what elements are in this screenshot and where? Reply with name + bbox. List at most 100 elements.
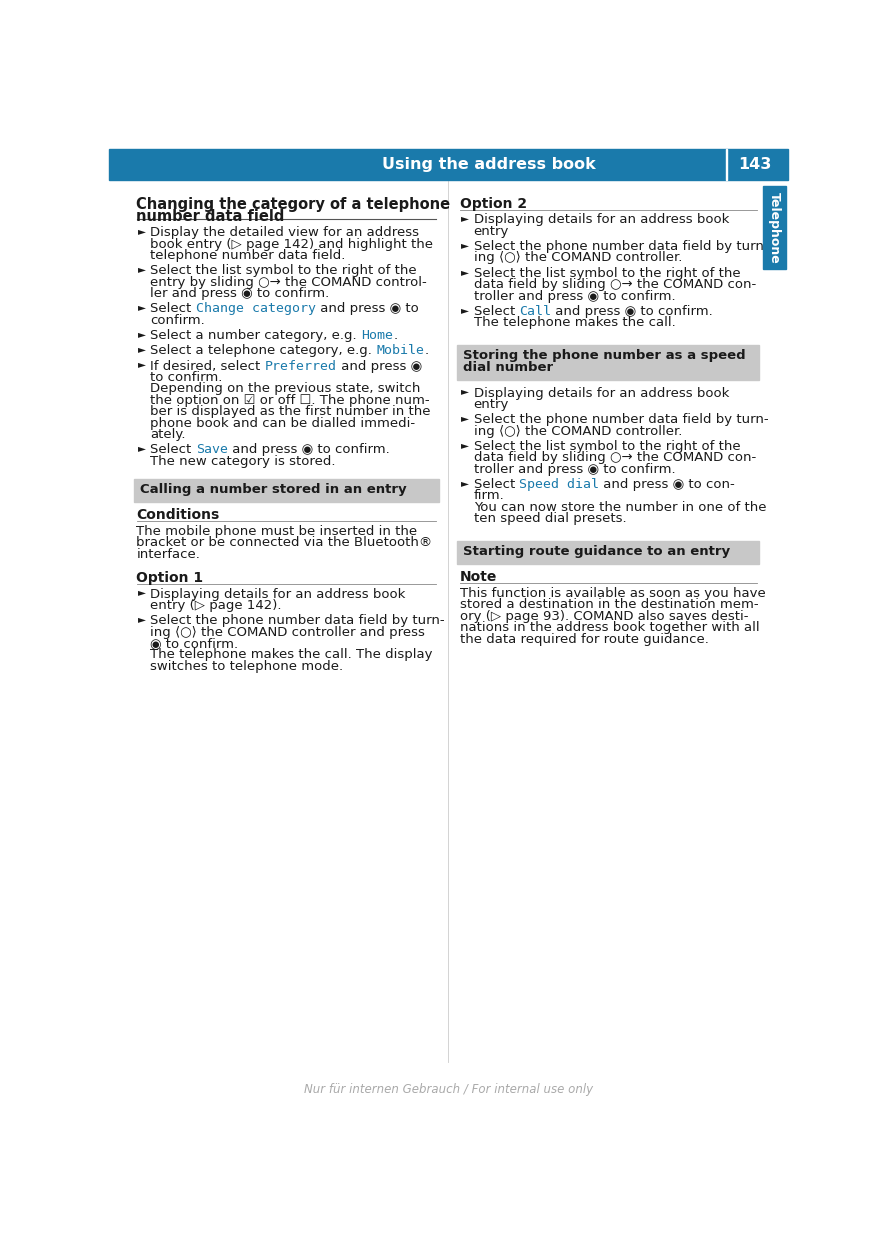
Text: Starting route guidance to an entry: Starting route guidance to an entry (463, 545, 730, 558)
Text: Conditions: Conditions (136, 509, 220, 522)
Bar (726, 149, 727, 180)
Text: ◉ to confirm.: ◉ to confirm. (150, 637, 239, 650)
Text: Select a number category, e.g.: Select a number category, e.g. (150, 329, 361, 343)
Text: If desired, select: If desired, select (150, 360, 265, 372)
Text: interface.: interface. (136, 547, 200, 561)
Text: Option 1: Option 1 (136, 571, 204, 585)
Bar (458, 345, 759, 381)
Text: The telephone makes the call. The display: The telephone makes the call. The displa… (150, 648, 433, 661)
Text: troller and press ◉ to confirm.: troller and press ◉ to confirm. (473, 463, 676, 475)
Text: data field by sliding ○→ the COMAND con-: data field by sliding ○→ the COMAND con- (473, 452, 756, 464)
Text: Changing the category of a telephone: Changing the category of a telephone (136, 196, 451, 212)
Text: the data required for route guidance.: the data required for route guidance. (459, 633, 709, 645)
Text: ten speed dial presets.: ten speed dial presets. (473, 513, 626, 525)
Text: ►: ► (138, 360, 146, 370)
Text: Select: Select (473, 478, 519, 491)
Text: data field by sliding ○→ the COMAND con-: data field by sliding ○→ the COMAND con- (473, 278, 756, 292)
Text: Nur für internen Gebrauch / For internal use only: Nur für internen Gebrauch / For internal… (304, 1082, 593, 1096)
Text: Select the list symbol to the right of the: Select the list symbol to the right of t… (150, 264, 417, 278)
Text: and press ◉ to confirm.: and press ◉ to confirm. (228, 443, 389, 457)
Bar (109, 149, 788, 180)
Text: entry (▷ page 142).: entry (▷ page 142). (150, 599, 282, 612)
Text: Display the detailed view for an address: Display the detailed view for an address (150, 226, 419, 240)
Text: Using the address book: Using the address book (382, 156, 596, 171)
Text: Select: Select (150, 303, 196, 315)
Text: ►: ► (461, 305, 469, 315)
Text: Select the list symbol to the right of the: Select the list symbol to the right of t… (473, 439, 740, 453)
Text: phone book and can be dialled immedi-: phone book and can be dialled immedi- (150, 417, 416, 429)
Text: ►: ► (138, 443, 146, 453)
Text: troller and press ◉ to confirm.: troller and press ◉ to confirm. (473, 289, 676, 303)
Text: entry by sliding ○→ the COMAND control-: entry by sliding ○→ the COMAND control- (150, 276, 427, 289)
Text: ately.: ately. (150, 428, 186, 441)
Text: Displaying details for an address book: Displaying details for an address book (473, 213, 729, 226)
Text: book entry (▷ page 142) and highlight the: book entry (▷ page 142) and highlight th… (150, 238, 433, 251)
Text: Home: Home (361, 329, 394, 343)
Text: switches to telephone mode.: switches to telephone mode. (150, 660, 344, 673)
Text: ►: ► (461, 386, 469, 397)
Text: ing ⟨○⟩ the COMAND controller.: ing ⟨○⟩ the COMAND controller. (473, 252, 682, 264)
Text: entry: entry (473, 225, 509, 238)
Text: ►: ► (138, 614, 146, 624)
Text: ►: ► (138, 264, 146, 274)
Text: Select the phone number data field by turn-: Select the phone number data field by tu… (473, 413, 768, 426)
Text: firm.: firm. (473, 489, 504, 503)
Text: and press ◉: and press ◉ (337, 360, 422, 372)
Text: Select the list symbol to the right of the: Select the list symbol to the right of t… (473, 267, 740, 279)
Text: ►: ► (138, 587, 146, 597)
Text: ing ⟨○⟩ the COMAND controller.: ing ⟨○⟩ the COMAND controller. (473, 424, 682, 438)
Text: The new category is stored.: The new category is stored. (150, 454, 336, 468)
Text: Save: Save (196, 443, 228, 457)
Text: Speed dial: Speed dial (519, 478, 599, 491)
Text: ►: ► (138, 344, 146, 355)
Text: and press ◉ to confirm.: and press ◉ to confirm. (551, 305, 713, 318)
Text: stored a destination in the destination mem-: stored a destination in the destination … (459, 598, 759, 612)
Text: .: . (424, 344, 429, 357)
Text: to confirm.: to confirm. (150, 371, 223, 383)
Text: number data field: number data field (136, 208, 285, 223)
Text: ing ⟨○⟩ the COMAND controller and press: ing ⟨○⟩ the COMAND controller and press (150, 625, 425, 639)
Text: ►: ► (461, 213, 469, 223)
Bar (134, 479, 438, 503)
Text: Select a telephone category, e.g.: Select a telephone category, e.g. (150, 344, 376, 357)
Text: nations in the address book together with all: nations in the address book together wit… (459, 622, 760, 634)
Text: ►: ► (461, 267, 469, 277)
Text: Displaying details for an address book: Displaying details for an address book (473, 386, 729, 400)
Text: Telephone: Telephone (768, 191, 780, 263)
Text: entry: entry (473, 398, 509, 411)
Text: ►: ► (461, 478, 469, 488)
Text: Select the phone number data field by turn-: Select the phone number data field by tu… (150, 614, 445, 627)
Text: Select the phone number data field by turn-: Select the phone number data field by tu… (473, 240, 768, 253)
Text: ►: ► (461, 413, 469, 423)
Bar (458, 541, 759, 565)
Text: Select: Select (473, 305, 519, 318)
Text: Depending on the previous state, switch: Depending on the previous state, switch (150, 382, 421, 396)
Text: The mobile phone must be inserted in the: The mobile phone must be inserted in the (136, 525, 417, 539)
Text: Calling a number stored in an entry: Calling a number stored in an entry (140, 483, 406, 496)
Text: This function is available as soon as you have: This function is available as soon as yo… (459, 587, 766, 601)
Text: ►: ► (138, 329, 146, 339)
Text: 143: 143 (738, 156, 772, 171)
Text: Displaying details for an address book: Displaying details for an address book (150, 587, 406, 601)
Text: ►: ► (461, 439, 469, 449)
Text: You can now store the number in one of the: You can now store the number in one of t… (473, 500, 766, 514)
Text: bracket or be connected via the Bluetooth®: bracket or be connected via the Bluetoot… (136, 536, 433, 550)
Text: Preferred: Preferred (265, 360, 337, 372)
Text: Select: Select (150, 443, 196, 457)
Text: dial number: dial number (463, 361, 553, 374)
Text: Call: Call (519, 305, 551, 318)
Text: The telephone makes the call.: The telephone makes the call. (473, 316, 676, 329)
Text: ory (▷ page 93). COMAND also saves desti-: ory (▷ page 93). COMAND also saves desti… (459, 609, 748, 623)
Text: Option 2: Option 2 (459, 196, 527, 211)
Text: and press ◉ to con-: and press ◉ to con- (599, 478, 735, 491)
Text: and press ◉ to: and press ◉ to (316, 303, 419, 315)
Text: Note: Note (459, 571, 497, 585)
Text: telephone number data field.: telephone number data field. (150, 249, 346, 262)
Text: ►: ► (138, 303, 146, 313)
Text: .: . (394, 329, 397, 343)
Text: Change category: Change category (196, 303, 316, 315)
Text: Storing the phone number as a speed: Storing the phone number as a speed (463, 349, 746, 362)
Text: the option on ☑ or off ☐. The phone num-: the option on ☑ or off ☐. The phone num- (150, 393, 430, 407)
Text: ler and press ◉ to confirm.: ler and press ◉ to confirm. (150, 287, 330, 300)
Text: ber is displayed as the first number in the: ber is displayed as the first number in … (150, 405, 431, 418)
